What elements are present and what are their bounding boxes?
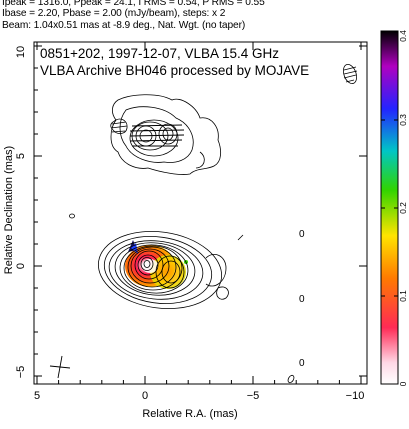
marker-label: 0	[299, 294, 305, 305]
noise-tick	[237, 234, 244, 241]
y-tick-label: 0	[15, 263, 27, 269]
noise-blob	[287, 374, 295, 384]
colorbar-tick-label: 0.1	[398, 290, 408, 302]
hatched-blob	[110, 118, 128, 134]
marker-label: 0	[299, 358, 305, 369]
y-tick-label: −5	[15, 366, 27, 379]
y-axis-label: Relative Declination (mas)	[3, 146, 15, 274]
polarization-vectors	[129, 124, 185, 147]
colorbar-tick-label: 0.2	[398, 202, 408, 214]
marker-label: 0	[299, 229, 305, 240]
x-tick-label: −5	[247, 390, 260, 402]
y-tick-label: 5	[15, 153, 27, 159]
plot-title-line2: VLBA Archive BH046 processed by MOJAVE	[40, 63, 309, 78]
core-contours	[97, 230, 229, 310]
noise-blob	[69, 213, 75, 219]
colorbar-ticks	[381, 31, 398, 385]
y-tick-label: 10	[15, 46, 27, 58]
colorbar-tick-label: 0	[398, 381, 408, 386]
header-beam-line: Beam: 1.04x0.51 mas at -8.9 deg., Nat. W…	[2, 20, 246, 31]
plot-title-line1: 0851+202, 1997-12-07, VLBA 15.4 GHz	[40, 46, 279, 61]
x-tick-label: 5	[34, 390, 40, 402]
x-axis-label: Relative R.A. (mas)	[142, 408, 237, 420]
header-stats-line1: Ipeak = 1316.0, Ppeak = 24.1, I RMS = 0.…	[2, 0, 265, 8]
axis-ticks	[34, 42, 367, 384]
x-tick-label: −10	[346, 390, 365, 402]
header-stats-line2: Ibase = 2.20, Pbase = 2.00 (mJy/beam), s…	[2, 8, 226, 19]
beam-ellipse-hatched	[343, 63, 358, 85]
beam-marker	[49, 355, 71, 379]
map-contents	[49, 63, 358, 384]
colorbar-tick-label: 0.3	[398, 114, 408, 126]
x-tick-label: 0	[142, 390, 148, 402]
plot-frame	[33, 41, 368, 385]
colorbar-tick-label: 0.4	[398, 30, 408, 42]
